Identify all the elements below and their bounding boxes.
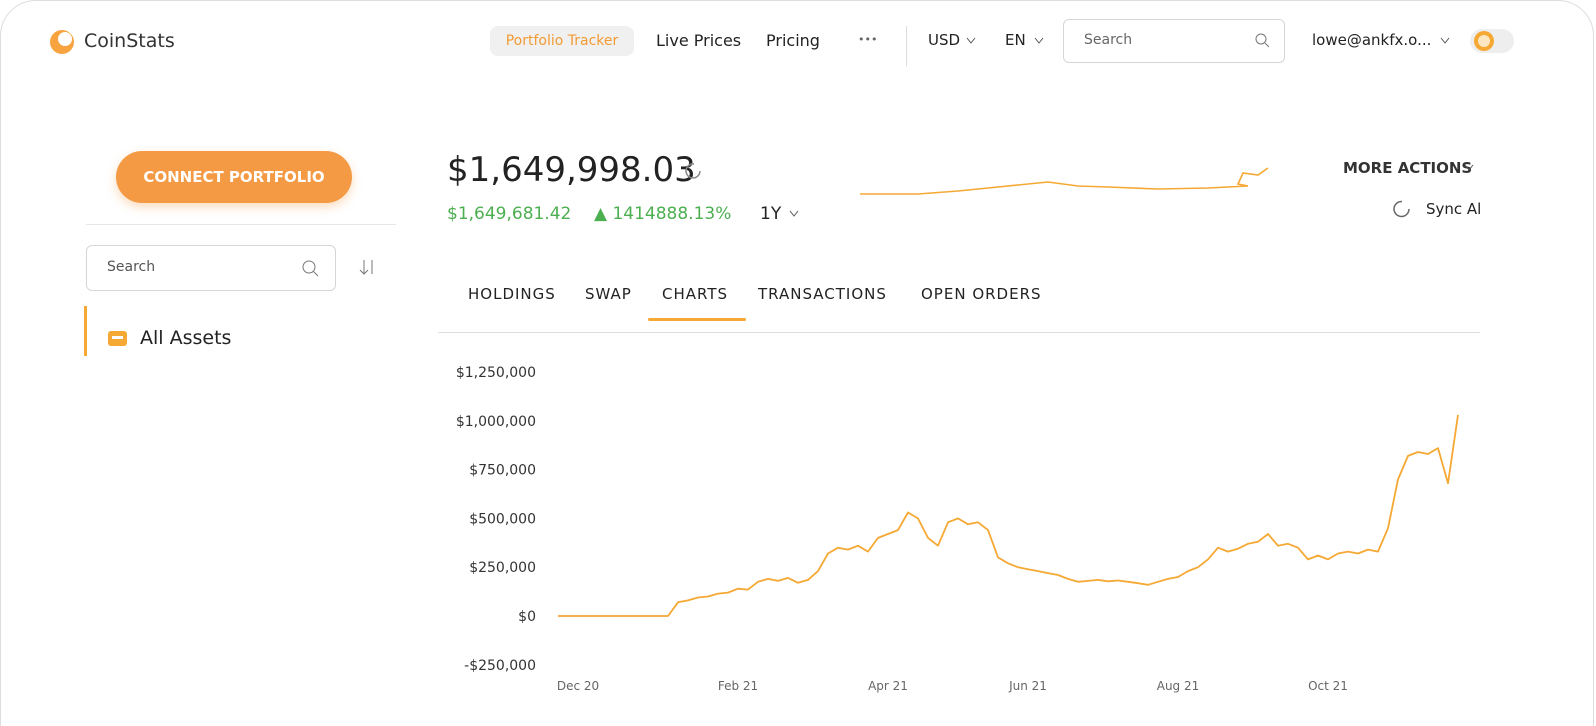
x-tick-label: Apr 21 (868, 679, 908, 693)
y-tick-label: $1,250,000 (456, 365, 536, 381)
price-line (558, 414, 1459, 617)
y-tick-label: $250,000 (469, 560, 536, 576)
search-placeholder: Search (1084, 32, 1133, 48)
x-tick-label: Aug 21 (1157, 679, 1200, 693)
chevron (1464, 164, 1474, 171)
search-icon (302, 260, 319, 277)
language-select[interactable]: EN (1005, 31, 1026, 49)
chevron (789, 210, 799, 217)
sync-all[interactable]: Sync All (1426, 200, 1480, 218)
x-tick-label: Jun 21 (1008, 679, 1047, 693)
nav-link[interactable]: Portfolio Tracker (490, 26, 634, 56)
x-tick-label: Feb 21 (718, 679, 758, 693)
nav-link[interactable]: Pricing (766, 31, 820, 50)
active-indicator (84, 306, 87, 356)
connect-portfolio-button[interactable]: CONNECT PORTFOLIO (116, 151, 352, 203)
tab[interactable]: OPEN ORDERS (921, 285, 1042, 303)
wallet-icon (108, 331, 127, 346)
x-tick-label: Oct 21 (1308, 679, 1348, 693)
y-tick-label: $0 (518, 609, 536, 625)
nav-link[interactable]: Live Prices (656, 31, 742, 50)
chevron (1034, 37, 1044, 44)
logo-text: CoinStats (84, 30, 175, 52)
y-tick-label: $500,000 (469, 511, 536, 527)
search-placeholder: Search (107, 259, 156, 275)
theme-toggle[interactable] (1468, 26, 1516, 56)
portfolio-change: $1,649,681.42 (447, 204, 572, 224)
currency-select[interactable]: USD (928, 31, 961, 49)
x-tick-label: Dec 20 (557, 679, 599, 693)
divider (906, 26, 907, 66)
sparkline (860, 167, 1269, 195)
tab[interactable]: HOLDINGS (468, 285, 556, 303)
more-actions[interactable]: MORE ACTIONS (1343, 159, 1473, 177)
divider (438, 332, 1480, 333)
all-assets[interactable]: All Assets (140, 327, 232, 349)
y-tick-label: -$250,000 (464, 658, 536, 674)
y-tick-label: $1,000,000 (456, 414, 536, 430)
chevron (1440, 37, 1450, 44)
divider (86, 224, 396, 225)
y-tick-label: $750,000 (469, 463, 536, 479)
portfolio-change-percent: ▲ 1414888.13% (594, 204, 732, 224)
search-icon (1255, 33, 1270, 48)
sync-icon (1393, 200, 1410, 218)
refresh-icon[interactable] (682, 159, 706, 183)
tab[interactable]: SWAP (585, 285, 632, 303)
header-search[interactable]: Search (1063, 19, 1285, 63)
tab-underline (648, 318, 746, 321)
sidebar-search[interactable]: Search (86, 245, 336, 291)
more-menu[interactable]: ••• (858, 33, 878, 46)
chevron (966, 37, 976, 44)
account-menu[interactable]: lowe@ankfx.o... (1312, 31, 1432, 49)
portfolio-total: $1,649,998.03 (447, 150, 696, 190)
tab-active[interactable]: CHARTS (662, 285, 729, 303)
period-select[interactable]: 1Y (760, 204, 782, 224)
sort-icon[interactable] (358, 256, 394, 280)
logo-icon (50, 30, 74, 54)
tab[interactable]: TRANSACTIONS (758, 285, 887, 303)
